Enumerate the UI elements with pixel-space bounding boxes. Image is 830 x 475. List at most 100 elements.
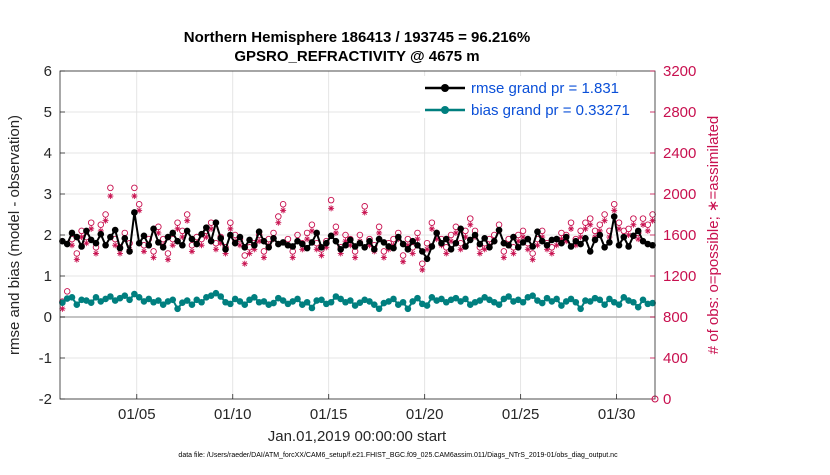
bias-point bbox=[567, 295, 575, 303]
obs-assimilated-stroke bbox=[74, 257, 80, 263]
bias-point bbox=[390, 295, 397, 303]
obs-assimilated-stroke bbox=[511, 251, 516, 256]
obs-assimilated-point bbox=[409, 250, 416, 257]
obs-assimilated-point bbox=[428, 225, 435, 232]
rmse-point bbox=[471, 231, 479, 239]
rmse-point bbox=[447, 246, 455, 253]
obs-assimilated-stroke bbox=[175, 226, 180, 232]
obs-assimilated-stroke bbox=[213, 246, 219, 252]
obs-assimilated-point bbox=[328, 205, 335, 212]
bias-point bbox=[543, 294, 551, 302]
obs-assimilated-point bbox=[414, 236, 421, 243]
chart-title-line1: Northern Hemisphere 186413 / 193745 = 96… bbox=[184, 29, 530, 46]
rmse-point bbox=[159, 244, 167, 251]
rmse-point bbox=[303, 244, 311, 252]
obs-possible-point bbox=[567, 219, 575, 226]
bias-point bbox=[399, 298, 407, 306]
x-tick-label: 01/30 bbox=[598, 406, 636, 423]
obs-assimilated-point bbox=[400, 258, 407, 265]
obs-possible-point bbox=[630, 215, 637, 222]
obs-assimilated-stroke bbox=[247, 251, 252, 256]
obs-assimilated-point bbox=[116, 250, 123, 257]
obs-assimilated-point bbox=[280, 207, 287, 214]
bias-point bbox=[462, 295, 469, 303]
rmse-point bbox=[63, 240, 71, 248]
obs-assimilated-point bbox=[246, 250, 253, 257]
rmse-point bbox=[529, 243, 536, 250]
bias-point bbox=[308, 304, 316, 312]
obs-assimilated-point bbox=[635, 236, 642, 243]
obs-assimilated-point bbox=[452, 229, 459, 236]
obs-possible-point bbox=[102, 211, 109, 218]
rmse-point bbox=[356, 239, 364, 247]
obs-assimilated-point bbox=[481, 246, 488, 253]
bias-point bbox=[356, 299, 364, 306]
y-right-tick-label: 800 bbox=[663, 309, 688, 326]
rmse-point bbox=[318, 244, 325, 251]
rmse-point bbox=[514, 244, 522, 251]
rmse-point bbox=[438, 239, 445, 247]
obs-possible-point bbox=[73, 250, 81, 257]
obs-assimilated-stroke bbox=[347, 242, 353, 248]
obs-assimilated-stroke bbox=[136, 207, 142, 213]
obs-assimilated-point bbox=[136, 207, 143, 214]
legend-bias-marker bbox=[441, 106, 449, 114]
bias-point bbox=[217, 293, 225, 300]
rmse-point bbox=[150, 225, 157, 233]
obs-assimilated-stroke bbox=[88, 226, 94, 232]
obs-possible-point bbox=[260, 248, 268, 255]
y-tick-label: 1 bbox=[44, 268, 52, 285]
obs-assimilated-point bbox=[241, 260, 248, 267]
bias-point bbox=[279, 297, 287, 304]
obs-assimilated-stroke bbox=[400, 259, 406, 265]
rmse-point bbox=[102, 241, 109, 249]
rmse-point bbox=[236, 233, 244, 241]
rmse-point bbox=[251, 241, 258, 249]
obs-assimilated-stroke bbox=[309, 228, 315, 234]
bias-point bbox=[183, 297, 191, 304]
obs-assimilated-stroke bbox=[501, 255, 507, 260]
obs-assimilated-point bbox=[380, 254, 387, 261]
obs-assimilated-point bbox=[616, 225, 623, 232]
bias-point bbox=[452, 294, 460, 302]
y-tick-label: -1 bbox=[39, 350, 52, 367]
obs-possible-point bbox=[183, 211, 191, 218]
rmse-point bbox=[418, 248, 426, 255]
obs-possible-point bbox=[63, 288, 71, 295]
rmse-point bbox=[198, 230, 205, 238]
bias-point bbox=[159, 301, 167, 309]
bias-point bbox=[428, 294, 436, 301]
rmse-point bbox=[591, 236, 599, 244]
rmse-point bbox=[596, 231, 604, 239]
obs-possible-point bbox=[375, 223, 383, 231]
obs-assimilated-stroke bbox=[117, 251, 123, 256]
rmse-point bbox=[188, 235, 196, 243]
data-file-footnote: data file: /Users/raeder/DAI/ATM_forcXX/… bbox=[178, 452, 618, 459]
obs-assimilated-point bbox=[568, 225, 575, 232]
obs-assimilated-point bbox=[476, 250, 483, 257]
rmse-point bbox=[68, 229, 76, 237]
rmse-point bbox=[562, 233, 570, 241]
bias-point bbox=[174, 305, 181, 313]
rmse-point bbox=[78, 243, 85, 250]
obs-assimilated-stroke bbox=[59, 306, 65, 312]
rmse-point bbox=[399, 240, 407, 248]
bias-point bbox=[212, 289, 220, 297]
bias-point bbox=[68, 294, 76, 301]
rmse-point bbox=[366, 237, 373, 245]
obs-possible-point bbox=[625, 225, 632, 233]
obs-assimilated-point bbox=[150, 254, 157, 261]
obs-assimilated-stroke bbox=[242, 261, 248, 267]
obs-possible-point bbox=[356, 231, 364, 239]
obs-assimilated-stroke bbox=[299, 246, 305, 252]
obs-assimilated-point bbox=[212, 246, 219, 253]
obs-assimilated-point bbox=[169, 242, 176, 249]
rmse-point bbox=[59, 237, 66, 245]
obs-assimilated-stroke bbox=[189, 248, 195, 254]
bias-point bbox=[404, 305, 412, 313]
bias-point bbox=[529, 292, 536, 299]
rmse-point bbox=[577, 240, 584, 248]
bias-point bbox=[601, 301, 608, 309]
bias-point bbox=[303, 298, 311, 306]
rmse-point bbox=[409, 237, 416, 245]
